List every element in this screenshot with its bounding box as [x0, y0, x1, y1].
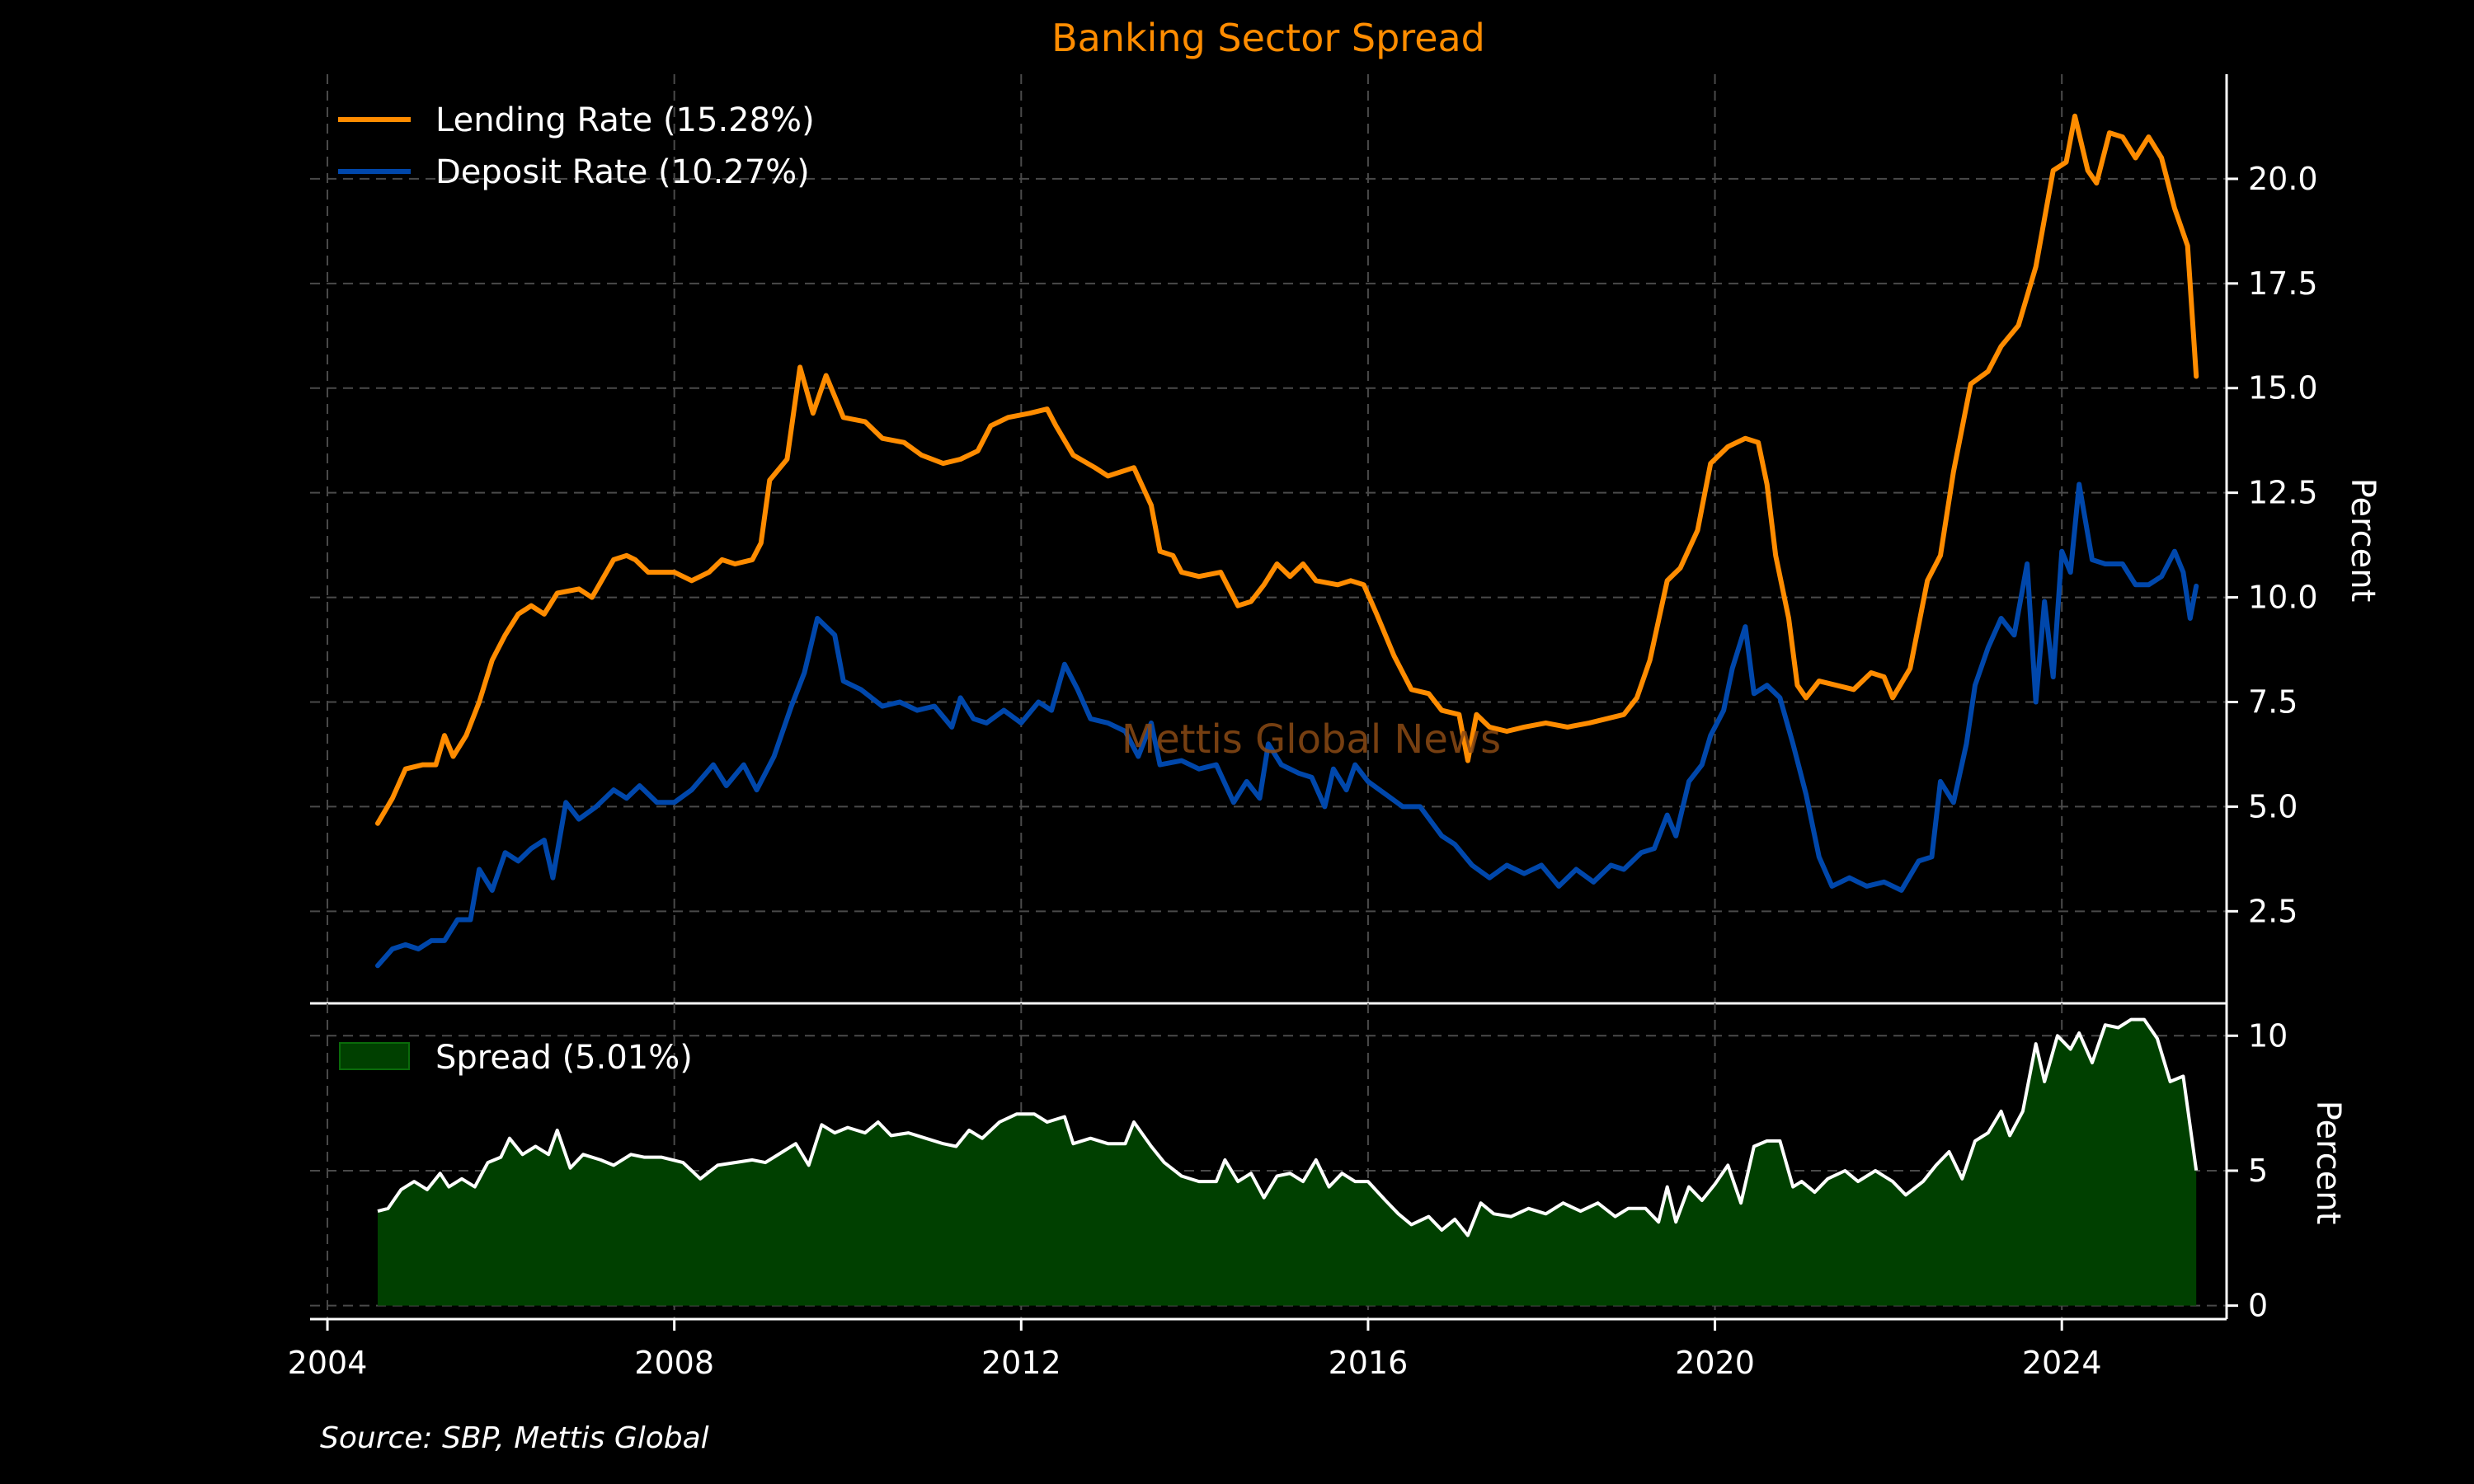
x-tick-label-0: 2004 — [288, 1345, 368, 1381]
top-y-tick-label-3: 10.0 — [2248, 580, 2318, 616]
top-legend: Lending Rate (15.28%) Deposit Rate (10.2… — [338, 101, 815, 191]
top-y-tick-label-1: 5.0 — [2248, 788, 2298, 824]
watermark-text: Mettis Global News — [1122, 716, 1501, 763]
top-axes: 2.5 5.0 7.5 10.0 12.5 15.0 17.5 20.0 — [310, 74, 2318, 1005]
x-tick-label-4: 2020 — [1675, 1345, 1755, 1381]
legend-label-lending: Lending Rate (15.28%) — [435, 101, 815, 139]
top-y-tick-label-5: 15.0 — [2248, 370, 2318, 406]
bottom-y-tick-label-1: 5 — [2248, 1153, 2268, 1189]
top-y-tick-label-7: 20.0 — [2248, 161, 2318, 197]
legend-label-spread: Spread (5.01%) — [435, 1039, 693, 1077]
bottom-y-axis-label: Percent — [2309, 1101, 2347, 1225]
bottom-axes: 0 5 10 2004 2008 2012 2016 2020 2024 — [288, 1003, 2288, 1381]
bottom-y-tick-label-2: 10 — [2248, 1017, 2288, 1054]
x-tick-label-5: 2024 — [2022, 1345, 2102, 1381]
top-y-axis-label: Percent — [2344, 478, 2382, 603]
x-tick-label-1: 2008 — [634, 1345, 714, 1381]
bottom-series-group — [377, 1017, 2199, 1306]
top-y-tick-label-4: 12.5 — [2248, 475, 2318, 511]
x-tick-label-2: 2012 — [981, 1345, 1061, 1381]
top-gridlines — [310, 74, 2227, 1003]
lending-rate-line — [375, 113, 2199, 826]
source-note: Source: SBP, Mettis Global — [320, 1421, 709, 1455]
bottom-y-tick-label-0: 0 — [2248, 1288, 2268, 1324]
deposit-rate-line — [375, 481, 2199, 969]
x-tick-label-3: 2016 — [1329, 1345, 1409, 1381]
spread-area — [378, 1019, 2197, 1306]
spread-line — [377, 1017, 2199, 1237]
legend-label-deposit: Deposit Rate (10.27%) — [435, 153, 810, 191]
top-series-group — [375, 113, 2199, 969]
top-panel: 2.5 5.0 7.5 10.0 12.5 15.0 17.5 20.0 Percent Le… — [310, 74, 2382, 1005]
top-y-tick-label-6: 17.5 — [2248, 265, 2318, 302]
chart-title: Banking Sector Spread — [1051, 16, 1485, 60]
top-y-tick-label-2: 7.5 — [2248, 683, 2298, 720]
bottom-panel: 0 5 10 2004 2008 2012 2016 2020 2024 Percent Spr… — [288, 1003, 2347, 1381]
bottom-legend: Spread (5.01%) — [339, 1039, 693, 1077]
top-y-tick-label-0: 2.5 — [2248, 893, 2298, 929]
legend-swatch-spread — [339, 1042, 410, 1070]
